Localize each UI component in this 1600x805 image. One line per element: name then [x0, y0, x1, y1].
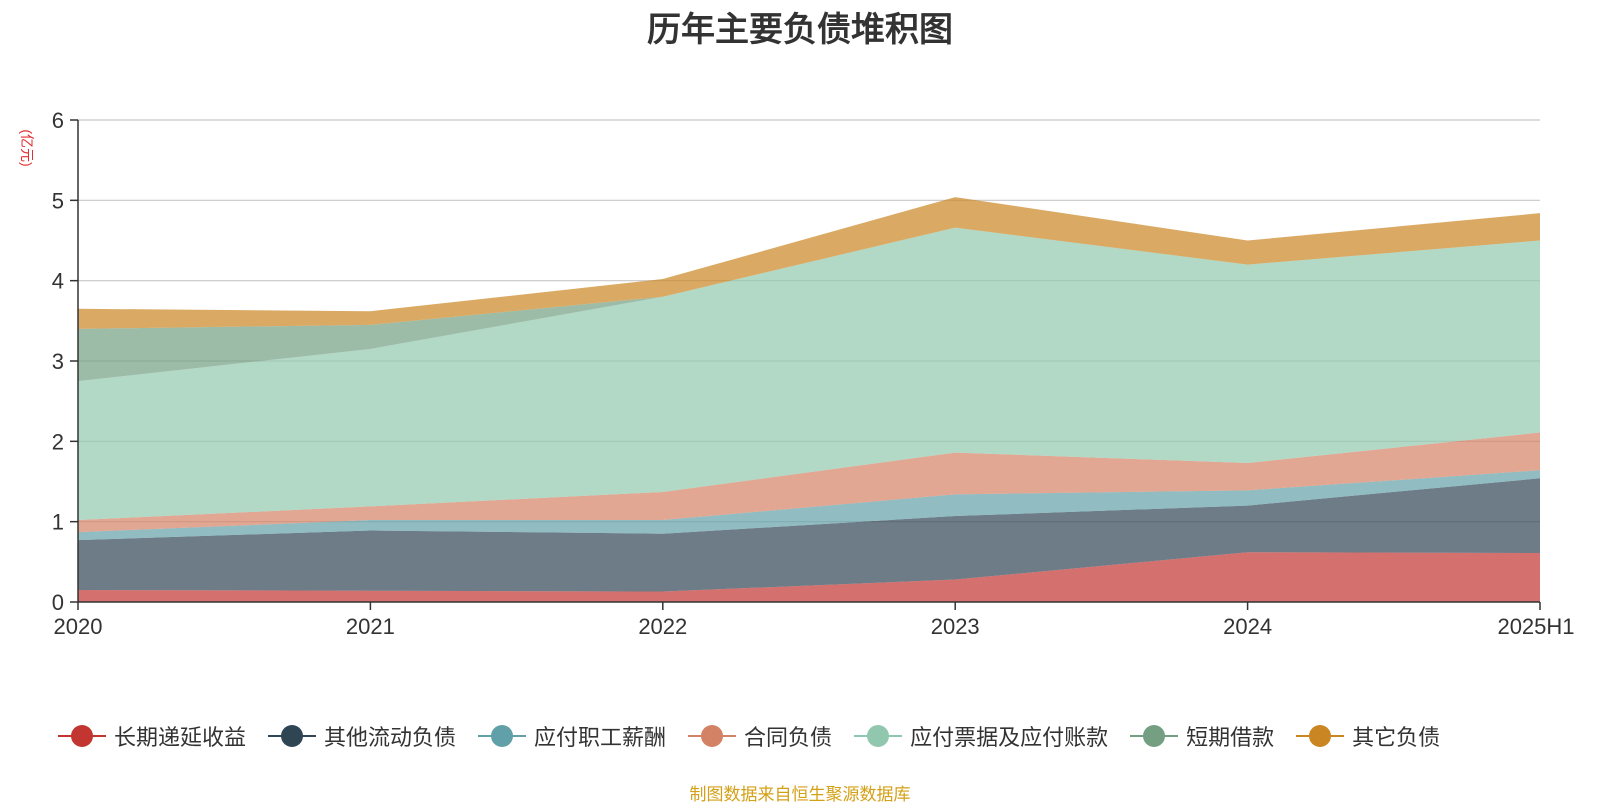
area-series-2 — [78, 478, 1540, 592]
y-tick-label: 1 — [52, 510, 64, 535]
x-tick-label: 2025H1 — [1497, 614, 1574, 639]
area-series-5 — [78, 227, 1540, 521]
chart-canvas: 0 1 2 3 4 5 6 2020 2021 2022 2023 2024 2025H1 (亿元) — [19, 108, 1575, 639]
legend-label: 其他流动负债 — [324, 726, 457, 751]
x-tick-label: 2021 — [346, 614, 395, 639]
legend-item-2[interactable]: 其他流动负债 — [268, 720, 456, 752]
legend: 长期递延收益 其他流动负债 应付职工薪酬 合同负债 应付票据及应付账款 短期借款 其它负债 — [58, 720, 1462, 752]
y-tick-label: 2 — [52, 429, 64, 454]
x-tick-label: 2024 — [1223, 614, 1272, 639]
y-unit-label: (亿元) — [19, 129, 35, 166]
legend-label: 其它负债 — [1352, 726, 1441, 751]
y-tick-label: 4 — [52, 269, 64, 294]
legend-label: 短期借款 — [1186, 726, 1275, 751]
y-tick-label: 0 — [52, 590, 64, 615]
area-series-1 — [78, 552, 1540, 602]
y-tick-label: 5 — [52, 188, 64, 213]
legend-label: 应付职工薪酬 — [534, 726, 667, 751]
area-series-3 — [78, 470, 1540, 541]
area-series-7 — [78, 197, 1540, 329]
legend-label: 长期递延收益 — [114, 726, 247, 751]
legend-marker-icon — [1296, 724, 1345, 748]
area-series-4 — [78, 432, 1540, 533]
legend-marker-icon — [58, 724, 106, 748]
legend-item-4[interactable]: 合同负债 — [688, 720, 832, 752]
legend-item-6[interactable]: 短期借款 — [1130, 720, 1274, 752]
legend-marker-icon — [1130, 724, 1179, 748]
legend-item-3[interactable]: 应付职工薪酬 — [478, 720, 666, 752]
legend-item-1[interactable]: 长期递延收益 — [58, 720, 246, 752]
y-tick-label: 3 — [52, 349, 64, 374]
stacked-areas — [78, 197, 1540, 602]
chart-title: 历年主要负债堆积图 — [647, 10, 953, 50]
legend-label: 合同负债 — [744, 726, 833, 751]
y-tick-label: 6 — [52, 108, 64, 133]
legend-marker-icon — [268, 724, 317, 748]
axes: 0 1 2 3 4 5 6 2020 2021 2022 2023 2024 2025H1 — [52, 108, 1575, 639]
x-tick-label: 2023 — [931, 614, 980, 639]
legend-marker-icon — [854, 724, 903, 748]
legend-item-5[interactable]: 应付票据及应付账款 — [854, 720, 1108, 752]
legend-label: 应付票据及应付账款 — [910, 726, 1109, 751]
data-source-note: 制图数据来自恒生聚源数据库 — [689, 785, 911, 805]
legend-marker-icon — [478, 724, 527, 748]
x-tick-label: 2020 — [54, 614, 103, 639]
legend-marker-icon — [688, 724, 737, 748]
x-tick-label: 2022 — [638, 614, 687, 639]
legend-item-7[interactable]: 其它负债 — [1296, 720, 1440, 752]
